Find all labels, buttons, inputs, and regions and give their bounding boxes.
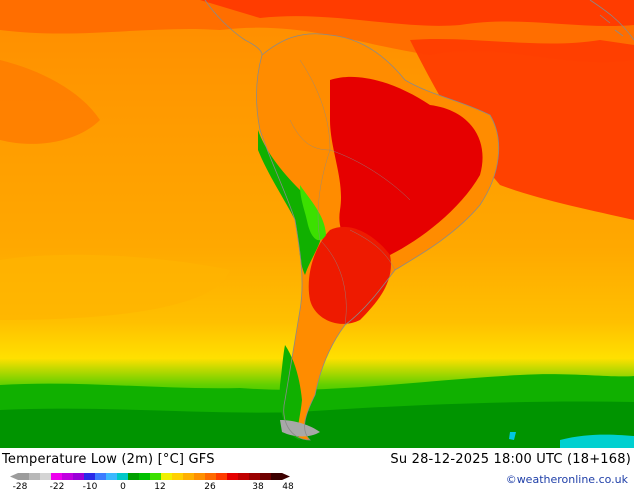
patagonia-green bbox=[279, 345, 302, 440]
legend-tick-label: -10 bbox=[83, 482, 98, 490]
legend-swatch bbox=[95, 473, 107, 480]
legend-tick-label: 38 bbox=[252, 482, 264, 490]
color-legend: -28 -22 -10 0 12 26 38 48 bbox=[10, 473, 294, 490]
legend-swatch bbox=[271, 473, 283, 480]
legend-tick-label: 12 bbox=[154, 482, 165, 490]
temperature-map bbox=[0, 0, 634, 448]
legend-tick-label: 26 bbox=[204, 482, 216, 490]
coastline bbox=[256, 33, 500, 441]
country-borders bbox=[289, 59, 411, 326]
pacific-cool-patch bbox=[0, 254, 230, 320]
credit-link[interactable]: ©weatheronline.co.uk bbox=[505, 473, 628, 486]
caribbean-islands bbox=[589, 0, 634, 41]
legend-swatch bbox=[150, 473, 162, 480]
legend-arrow-left bbox=[10, 473, 18, 480]
legend-arrow-right bbox=[282, 473, 290, 480]
legend-swatch bbox=[249, 473, 261, 480]
legend-tick-label: -28 bbox=[13, 482, 28, 490]
legend-swatch bbox=[29, 473, 41, 480]
antarctic-cyan-patch bbox=[560, 434, 634, 448]
legend-swatch bbox=[18, 473, 30, 480]
legend-swatch bbox=[106, 473, 118, 480]
legend-swatch bbox=[51, 473, 63, 480]
legend-swatch bbox=[161, 473, 173, 480]
north-atlantic-hot-zone bbox=[410, 38, 634, 220]
southern-dark-green-band bbox=[0, 401, 634, 448]
legend-swatch bbox=[139, 473, 151, 480]
legend-swatch bbox=[216, 473, 228, 480]
legend-swatch bbox=[238, 473, 250, 480]
antarctic-cyan-dot bbox=[509, 432, 516, 440]
pacific-warm-patch bbox=[0, 60, 100, 144]
legend-swatch bbox=[128, 473, 140, 480]
legend-tick-label: 48 bbox=[282, 482, 294, 490]
central-america-coast bbox=[204, 0, 263, 56]
legend-swatch bbox=[40, 473, 52, 480]
legend-swatch bbox=[62, 473, 74, 480]
legend-swatch bbox=[260, 473, 272, 480]
legend-swatch bbox=[117, 473, 129, 480]
north-hot-zone bbox=[200, 0, 634, 27]
legend-swatch bbox=[183, 473, 195, 480]
legend-swatch bbox=[227, 473, 239, 480]
legend-swatch bbox=[205, 473, 217, 480]
map-footer: Temperature Low (2m) [°C] GFS Su 28-12-2… bbox=[0, 448, 634, 490]
legend-tick-label: 0 bbox=[120, 482, 126, 490]
legend-swatch bbox=[172, 473, 184, 480]
legend-swatch bbox=[73, 473, 85, 480]
tierra-del-fuego bbox=[280, 420, 320, 437]
amazon-hot-zone bbox=[330, 76, 483, 258]
forecast-datetime: Su 28-12-2025 18:00 UTC (18+168) bbox=[390, 452, 631, 467]
legend-swatch bbox=[194, 473, 206, 480]
andes-light-ridge bbox=[300, 185, 326, 241]
legend-tick-label: -22 bbox=[50, 482, 65, 490]
legend-swatch bbox=[84, 473, 96, 480]
map-title: Temperature Low (2m) [°C] GFS bbox=[2, 452, 215, 467]
